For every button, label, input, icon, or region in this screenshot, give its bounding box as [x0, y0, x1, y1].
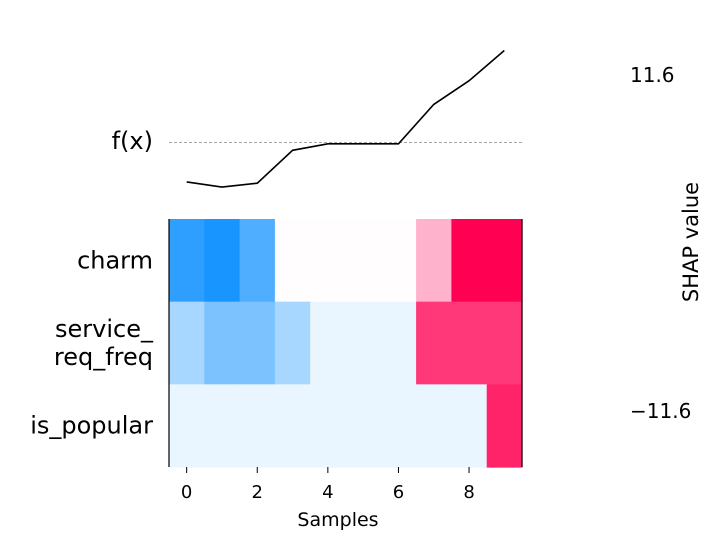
heatmap-cell: [345, 384, 382, 468]
heatmap: [168, 219, 523, 468]
fx-label: f(x): [112, 127, 153, 155]
feature-label: is_popular: [30, 412, 153, 440]
heatmap-cell: [169, 301, 205, 385]
heatmap-cell: [169, 219, 205, 303]
heatmap-cell: [345, 301, 382, 385]
heatmap-cell: [416, 301, 452, 385]
x-tick-label: 2: [252, 482, 263, 503]
x-tick-label: 6: [393, 482, 404, 503]
fx-panel: [169, 49, 522, 188]
colorbar-max-label: 11.6: [630, 63, 675, 87]
heatmap-cell: [451, 384, 488, 468]
heatmap-cell: [169, 384, 205, 468]
heatmap-cell: [239, 301, 276, 385]
x-axis: 0 2 4 6 8: [181, 467, 475, 503]
heatmap-cell: [310, 301, 347, 385]
heatmap-cell: [486, 219, 523, 303]
heatmap-cell: [310, 219, 347, 303]
heatmap-cell: [380, 219, 417, 303]
heatmap-cell: [310, 384, 347, 468]
x-tick-label: 8: [463, 482, 474, 503]
heatmap-cell: [204, 301, 241, 385]
heatmap-cell: [274, 384, 311, 468]
heatmap-cell: [486, 384, 523, 468]
heatmap-cell: [274, 301, 311, 385]
heatmap-cell: [204, 219, 241, 303]
heatmap-cell: [345, 219, 382, 303]
heatmap-cell: [486, 301, 523, 385]
colorbar-min-label: −11.6: [630, 399, 691, 423]
heatmap-cell: [274, 219, 311, 303]
heatmap-cell: [204, 384, 241, 468]
feature-label: charm: [77, 246, 153, 274]
heatmap-cell: [380, 384, 417, 468]
heatmap-cell: [239, 219, 276, 303]
heatmap-cell: [416, 219, 452, 303]
colorbar-label: SHAP value: [679, 182, 703, 302]
feature-label: service_ req_freq: [54, 315, 154, 371]
heatmap-cell: [416, 384, 452, 468]
heatmap-cell: [239, 384, 276, 468]
x-tick-label: 0: [181, 482, 192, 503]
heatmap-cell: [380, 301, 417, 385]
heatmap-cell: [451, 219, 488, 303]
heatmap-cell: [451, 301, 488, 385]
fx-line: [186, 49, 505, 188]
x-axis-label: Samples: [297, 509, 378, 531]
feature-labels: charm service_ req_freq is_popular: [30, 246, 154, 439]
x-tick-label: 4: [322, 482, 333, 503]
